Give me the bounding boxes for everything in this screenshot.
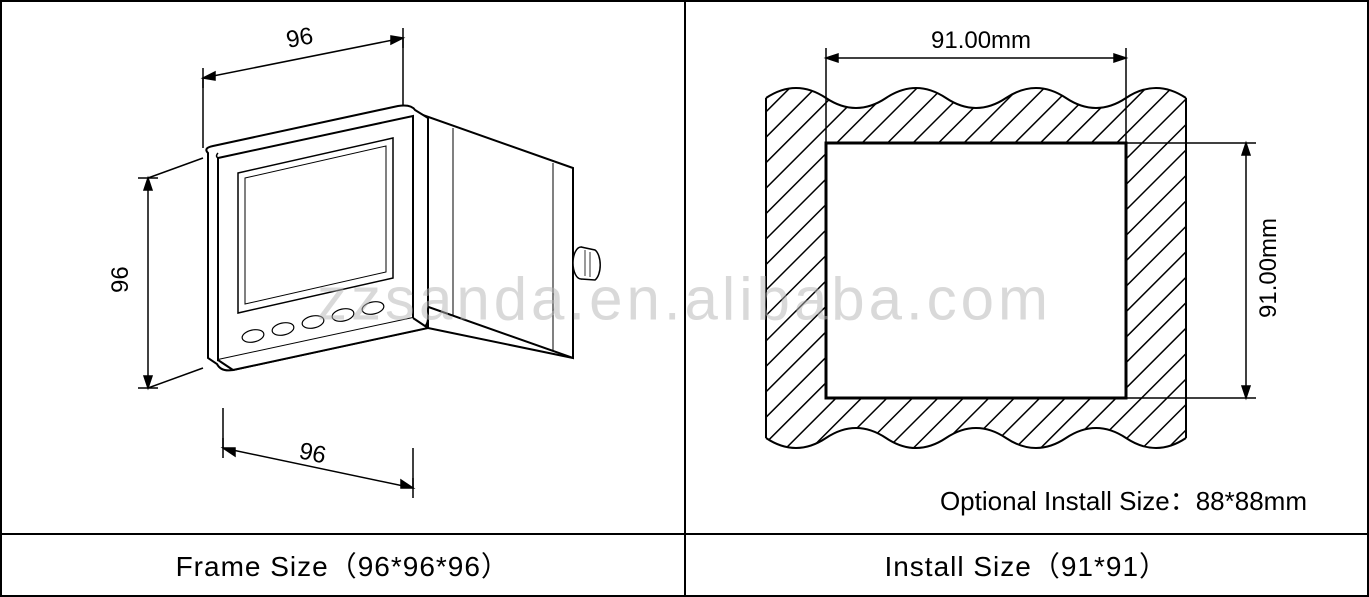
install-figure-cell: 91.00mm 91.00mm Optional Install Size：88… — [686, 2, 1368, 533]
install-caption: Install Size（91*91） — [884, 545, 1168, 585]
frame-figure-cell: 96 96 — [2, 2, 686, 533]
frame-caption: Frame Size（96*96*96） — [176, 545, 510, 585]
install-cutout-svg: 91.00mm 91.00mm — [706, 18, 1346, 518]
dim-bottom-label: 96 — [297, 437, 329, 469]
diagram-container: 96 96 — [0, 0, 1369, 597]
install-caption-cell: Install Size（91*91） — [686, 535, 1368, 595]
captions-row: Frame Size（96*96*96） Install Size（91*91） — [2, 535, 1367, 595]
frame-isometric-svg: 96 96 — [33, 18, 653, 518]
frame-caption-cell: Frame Size（96*96*96） — [2, 535, 686, 595]
dim-right-label: 91.00mm — [1255, 217, 1282, 317]
dim-left-label: 96 — [107, 266, 134, 293]
optional-install-text: Optional Install Size：88*88mm — [940, 481, 1307, 518]
dim-top-label: 96 — [284, 22, 315, 54]
figures-row: 96 96 — [2, 2, 1367, 535]
dim-top-label-right: 91.00mm — [931, 27, 1031, 54]
